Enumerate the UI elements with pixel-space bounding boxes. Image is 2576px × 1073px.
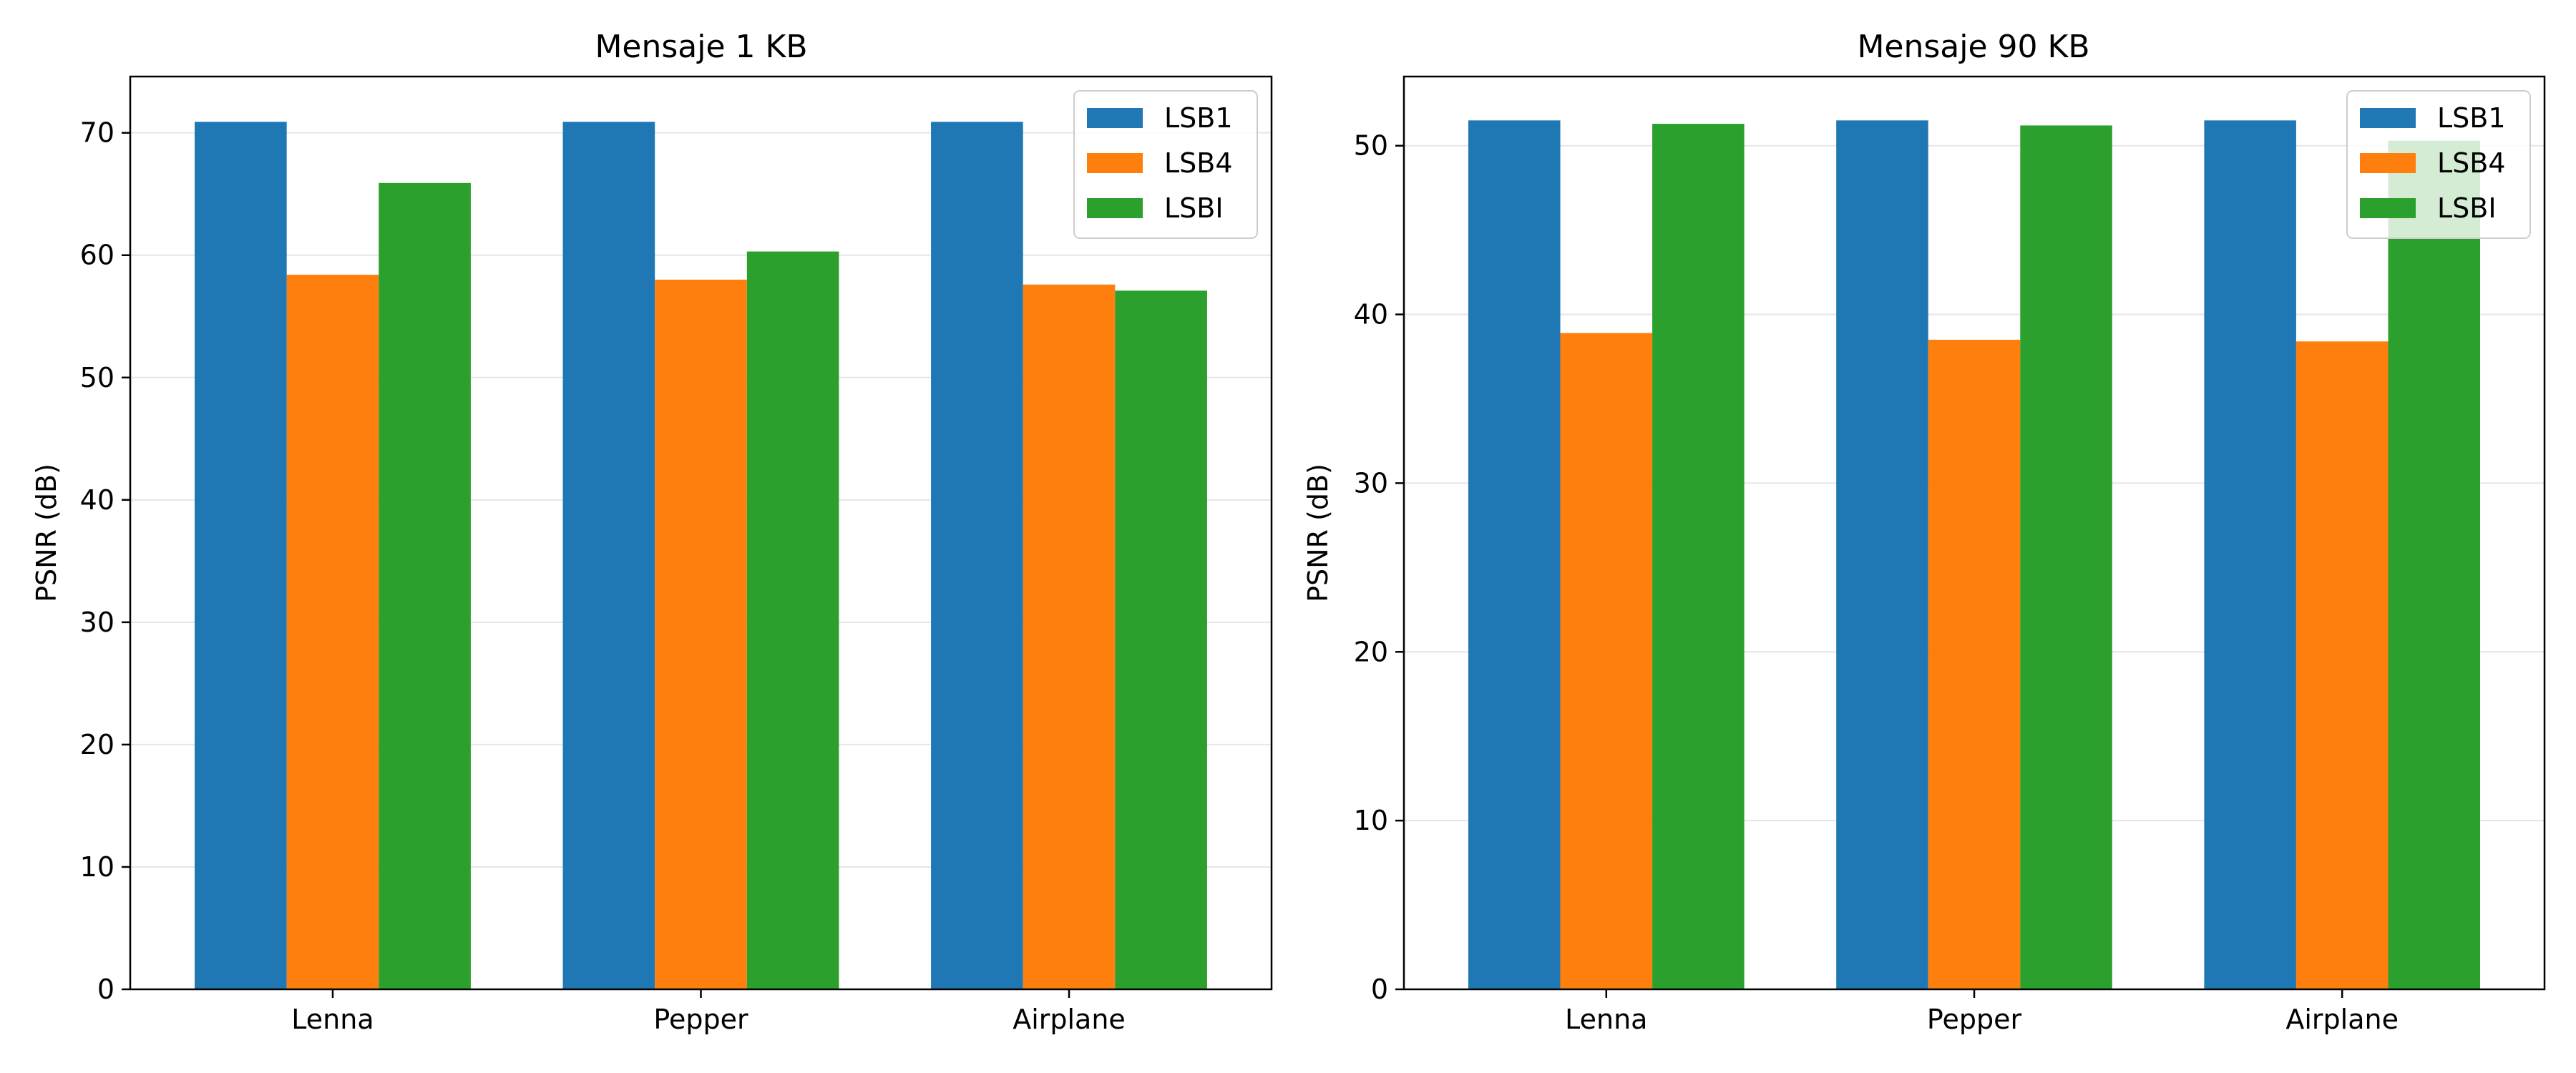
legend-label-lsb1: LSB1 [2437,102,2506,134]
x-tick-label: Lenna [291,1004,374,1035]
y-tick-label: 50 [1354,130,1388,162]
legend-swatch-lsb1 [1087,108,1143,128]
y-tick-label: 0 [97,974,114,1005]
bar-lsb1-pepper [562,122,655,989]
legend-label-lsb1: LSB1 [1164,102,1233,134]
bar-lsb1-lenna [195,122,287,989]
legend-swatch-lsbi [1087,198,1143,218]
y-axis-label: PSNR (dB) [1302,464,1334,602]
bar-lsb4-pepper [655,279,747,989]
chart-title: Mensaje 90 KB [1857,29,2089,65]
legend-label-lsbi: LSBI [2437,192,2497,224]
legend-swatch-lsb4 [1087,153,1143,173]
legend: LSB1 LSB4 LSBI [2346,90,2531,239]
y-tick-label: 40 [1354,299,1388,330]
y-tick-label: 30 [80,607,114,638]
legend-label-lsb4: LSB4 [1164,147,1233,179]
y-tick-label: 20 [80,729,114,760]
bar-lsb4-lenna [286,275,379,989]
bar-lsb4-lenna [1560,333,1653,989]
legend-swatch-lsb1 [2360,108,2416,128]
y-axis-label: PSNR (dB) [31,464,62,602]
x-tick-label: Airplane [2285,1004,2399,1035]
bar-lsbi-pepper [2020,125,2112,989]
bar-lsb4-airplane [2296,341,2389,989]
bar-lsb1-airplane [2204,120,2296,989]
x-tick-label: Lenna [1565,1004,1647,1035]
chart-panel-90kb: Mensaje 90 KB PSNR (dB) 0 10 20 30 40 50 Lenna… [1302,29,2546,1035]
y-tick-label: 0 [1371,974,1388,1005]
bar-lsb1-pepper [1836,120,1928,989]
y-tick-label: 60 [80,240,114,271]
y-tick-label: 30 [1354,467,1388,499]
bar-lsb4-pepper [1928,339,2021,989]
x-tick-label: Airplane [1013,1004,1126,1035]
bar-lsbi-lenna [379,182,471,989]
y-tick-label: 50 [80,362,114,393]
bar-lsbi-pepper [746,251,839,989]
y-tick-label: 70 [80,117,114,149]
chart-title: Mensaje 1 KB [595,29,807,65]
y-tick-label: 40 [80,484,114,516]
bar-lsbi-airplane [2388,140,2481,990]
legend-swatch-lsb4 [2360,153,2416,173]
x-tick-label: Pepper [653,1004,748,1035]
legend-swatch-lsbi [2360,198,2416,218]
y-tick-label: 20 [1354,636,1388,667]
x-tick-label: Pepper [1927,1004,2022,1035]
bar-lsbi-lenna [1652,124,1745,990]
chart-panel-1kb: Mensaje 1 KB PSNR (dB) 0 10 20 30 40 50 60 70 Le… [31,29,1273,1035]
bar-lsb4-airplane [1023,284,1116,989]
legend-label-lsb4: LSB4 [2437,147,2506,179]
legend: LSB1 LSB4 LSBI [1073,90,1258,239]
bar-lsbi-airplane [1115,290,1207,989]
bar-lsb1-lenna [1468,120,1561,989]
y-tick-label: 10 [1354,805,1388,836]
bar-lsb1-airplane [931,122,1023,989]
legend-label-lsbi: LSBI [1164,192,1224,224]
y-tick-label: 10 [80,851,114,883]
